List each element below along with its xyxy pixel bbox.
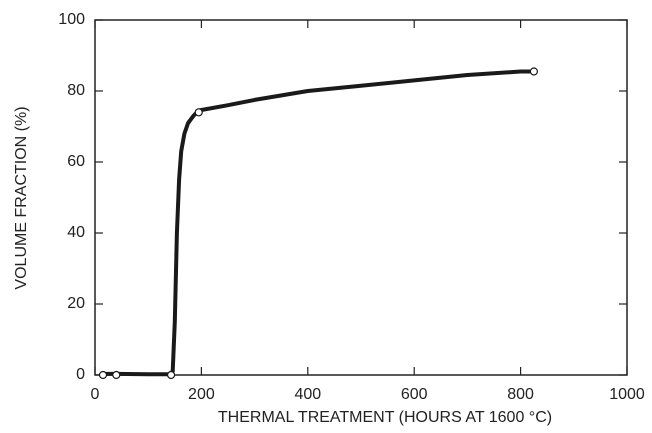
data-point bbox=[194, 108, 203, 117]
x-axis-label: THERMAL TREATMENT (HOURS AT 1600 °C) bbox=[218, 409, 552, 426]
data-point bbox=[166, 370, 176, 380]
x-tick-label: 400 bbox=[294, 386, 321, 403]
data-point bbox=[529, 67, 539, 76]
x-tick-label: 600 bbox=[401, 386, 428, 403]
x-tick-label: 800 bbox=[507, 386, 534, 403]
plot-frame bbox=[94, 19, 628, 376]
data-point bbox=[112, 370, 121, 380]
data-point bbox=[98, 370, 108, 380]
y-tick-label: 60 bbox=[67, 153, 85, 170]
y-tick-label: 100 bbox=[58, 11, 85, 28]
x-tick-label: 1000 bbox=[609, 386, 645, 403]
y-tick-label: 20 bbox=[67, 295, 85, 312]
y-tick-label: 0 bbox=[76, 366, 85, 383]
y-axis-label: VOLUME FRACTION (%) bbox=[13, 106, 30, 289]
y-tick-label: 80 bbox=[67, 82, 85, 99]
data-line bbox=[103, 69, 534, 377]
x-tick-label: 200 bbox=[188, 386, 215, 403]
x-tick-label: 0 bbox=[91, 386, 100, 403]
y-tick-label: 40 bbox=[67, 224, 85, 241]
